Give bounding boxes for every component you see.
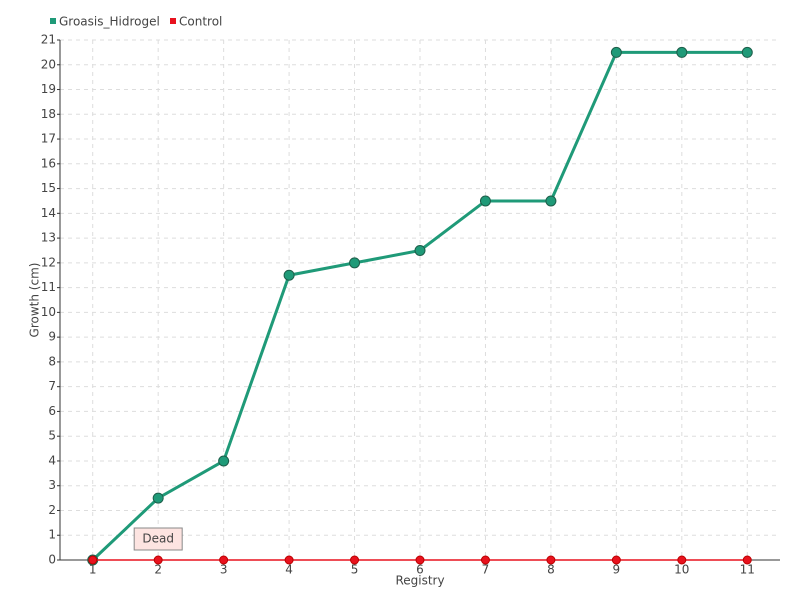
- point: [88, 555, 98, 565]
- y-tick-label: 12: [41, 255, 56, 269]
- x-tick-label: 9: [613, 563, 621, 577]
- annotation-text: Dead: [142, 532, 174, 546]
- y-tick-label: 13: [41, 231, 56, 245]
- point: [480, 555, 490, 565]
- y-tick-label: 7: [48, 379, 56, 393]
- x-axis-title: Registry: [395, 574, 444, 588]
- y-tick-label: 2: [48, 503, 56, 517]
- y-tick-label: 21: [41, 33, 56, 47]
- x-tick-label: 2: [154, 563, 162, 577]
- point: [283, 269, 295, 281]
- y-tick-label: 1: [48, 528, 56, 542]
- x-tick-label: 8: [547, 563, 555, 577]
- point: [741, 46, 753, 58]
- point: [676, 46, 688, 58]
- y-tick-label: 11: [41, 280, 56, 294]
- legend-label: Control: [179, 15, 222, 29]
- y-tick-label: 17: [41, 132, 56, 146]
- y-tick-label: 20: [41, 57, 56, 71]
- y-tick-label: 5: [48, 429, 56, 443]
- y-tick-label: 8: [48, 354, 56, 368]
- y-tick-label: 4: [48, 453, 56, 467]
- point: [742, 555, 752, 565]
- point: [546, 555, 556, 565]
- point: [610, 46, 622, 58]
- y-tick-label: 19: [41, 82, 56, 96]
- legend-swatch: [50, 18, 56, 24]
- point: [218, 455, 230, 467]
- x-tick-label: 4: [285, 563, 293, 577]
- point: [611, 555, 621, 565]
- x-tick-label: 10: [674, 563, 689, 577]
- point: [479, 195, 491, 207]
- point: [349, 257, 361, 269]
- x-tick-label: 3: [220, 563, 228, 577]
- point: [153, 555, 163, 565]
- point: [414, 244, 426, 256]
- x-tick-label: 5: [351, 563, 359, 577]
- y-tick-label: 16: [41, 156, 56, 170]
- legend-swatch: [170, 18, 176, 24]
- x-tick-label: 1: [89, 563, 97, 577]
- annotation-box: [133, 527, 183, 551]
- point: [545, 195, 557, 207]
- y-tick-label: 6: [48, 404, 56, 418]
- y-tick-label: 15: [41, 181, 56, 195]
- point: [219, 555, 229, 565]
- point: [350, 555, 360, 565]
- y-tick-label: 9: [48, 330, 56, 344]
- point: [415, 555, 425, 565]
- y-tick-label: 18: [41, 107, 56, 121]
- point: [284, 555, 294, 565]
- y-tick-label: 0: [48, 553, 56, 567]
- y-tick-label: 14: [41, 206, 56, 220]
- x-tick-label: 11: [740, 563, 755, 577]
- point: [152, 492, 164, 504]
- y-axis-title: Growth (cm): [28, 263, 42, 338]
- legend-label: Groasis_Hidrogel: [59, 15, 160, 29]
- x-tick-label: 7: [482, 563, 490, 577]
- y-tick-label: 10: [41, 305, 56, 319]
- x-tick-label: 6: [416, 563, 424, 577]
- y-tick-label: 3: [48, 478, 56, 492]
- point: [677, 555, 687, 565]
